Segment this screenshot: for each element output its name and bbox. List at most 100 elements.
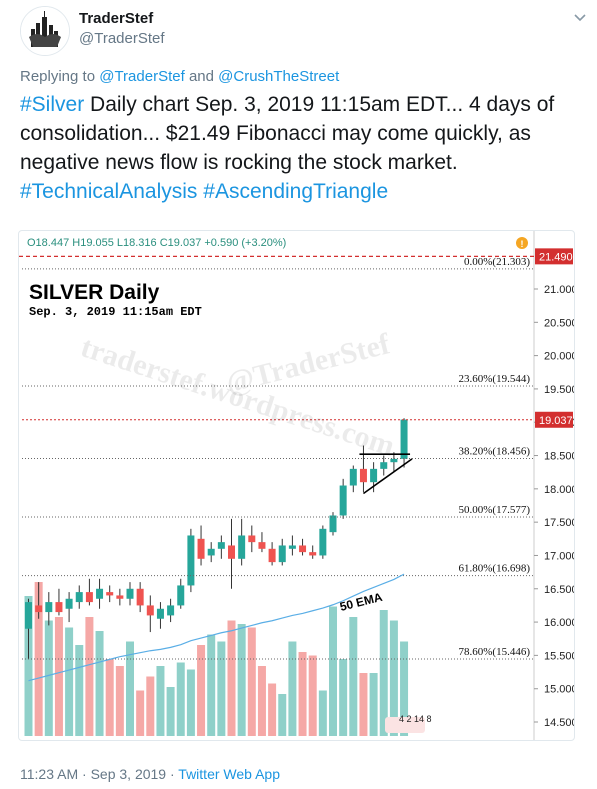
- candle-body: [319, 528, 327, 556]
- tweet-text: #Silver Daily chart Sep. 3, 2019 11:15am…: [20, 90, 585, 206]
- user-handle[interactable]: @TraderStef: [79, 30, 165, 47]
- volume-bar: [227, 620, 236, 736]
- volume-bar: [389, 620, 398, 736]
- candle-body: [329, 515, 337, 533]
- y-tick-label: 20.000: [544, 351, 574, 363]
- candle-body: [390, 458, 398, 463]
- volume-bar: [54, 617, 63, 736]
- triangle-support-line: [362, 458, 413, 495]
- volume-bar: [197, 645, 206, 736]
- candle-body: [146, 605, 154, 616]
- avatar-bull-icon: [21, 7, 69, 55]
- chevron-down-icon[interactable]: [570, 8, 590, 28]
- candle-body: [238, 535, 246, 559]
- y-tick-label: 18.000: [544, 484, 574, 496]
- volume-bar: [278, 694, 287, 736]
- reply-mention-traderstef[interactable]: @TraderStef: [99, 68, 185, 85]
- volume-bar: [85, 617, 94, 736]
- tweet-date[interactable]: Sep 3, 2019: [90, 766, 167, 782]
- tweet-source[interactable]: Twitter Web App: [178, 766, 280, 782]
- display-name[interactable]: TraderStef: [79, 10, 154, 27]
- y-tick-label: 21.000: [544, 284, 574, 296]
- ema-label: 50 EMA: [338, 590, 384, 614]
- volume-bar: [247, 627, 256, 736]
- candle-body: [248, 535, 256, 543]
- avatar[interactable]: [20, 6, 70, 56]
- candle-body: [55, 602, 63, 613]
- y-tick-label: 14.500: [544, 717, 574, 729]
- y-tick-label: 16.500: [544, 584, 574, 596]
- volume-bar: [24, 596, 33, 736]
- candle-body: [370, 468, 378, 483]
- tweet-time[interactable]: 11:23 AM: [20, 766, 79, 782]
- hashtag-ascendingtriangle[interactable]: #AscendingTriangle: [203, 180, 389, 203]
- volume-bar: [156, 666, 165, 736]
- fib-label: 61.80%(16.698): [459, 563, 531, 575]
- candle-body: [228, 545, 235, 559]
- candle-body: [85, 592, 93, 603]
- candle-body: [359, 468, 367, 483]
- event-flags-icon: [385, 717, 425, 733]
- volume-bar: [400, 641, 409, 736]
- volume-bar: [318, 690, 327, 736]
- silver-daily-chart: 0.00%(21.303) 23.60%(19.544) 38.20%(18.456…: [19, 231, 574, 740]
- candle-body: [217, 542, 225, 549]
- candle-body: [278, 545, 286, 563]
- candle-body: [96, 588, 104, 599]
- fib-label: 78.60%(15.446): [459, 646, 531, 658]
- hashtag-silver[interactable]: #Silver: [20, 93, 85, 116]
- volume-bar: [308, 655, 317, 736]
- y-tick-label: 19.500: [544, 384, 574, 396]
- meta-separator: ·: [166, 766, 179, 782]
- candle-body: [126, 588, 134, 599]
- volume-bar: [257, 666, 266, 736]
- target-price-badge: [535, 248, 573, 265]
- candle-body: [25, 602, 32, 629]
- candle-body: [258, 542, 266, 549]
- y-tick-label: 16.000: [544, 617, 574, 629]
- y-tick-label: 17.500: [544, 517, 574, 529]
- chart-image[interactable]: 0.00%(21.303) 23.60%(19.544) 38.20%(18.456…: [18, 230, 575, 741]
- y-tick-label: 15.500: [544, 650, 574, 662]
- fib-label: 50.00%(17.577): [459, 504, 531, 516]
- volume-bar: [298, 652, 307, 736]
- volume-bar: [105, 659, 114, 736]
- candle-body: [156, 608, 164, 619]
- y-tick-label: 17.000: [544, 550, 574, 562]
- volume-bar: [359, 673, 368, 736]
- volume-bar: [288, 641, 297, 736]
- volume-bar: [237, 624, 246, 736]
- y-tick-label: 18.500: [544, 451, 574, 463]
- candle-body: [106, 592, 114, 596]
- candle-body: [299, 545, 307, 553]
- volume-bar: [379, 610, 388, 736]
- candle-body: [339, 485, 347, 516]
- tweet-body: Daily chart Sep. 3, 2019 11:15am EDT... …: [20, 93, 555, 174]
- volume-bar: [95, 631, 104, 736]
- volume-bar: [339, 659, 348, 736]
- candle-body: [167, 605, 175, 616]
- current-price-badge: [535, 411, 573, 428]
- reply-prefix: Replying to: [20, 68, 96, 85]
- target-price-label: 21.490: [539, 251, 573, 263]
- volume-bar: [136, 690, 145, 736]
- volume-bar: [268, 683, 277, 736]
- alert-icon-glyph: !: [521, 239, 524, 249]
- volume-bar: [207, 634, 216, 736]
- candle-body: [288, 545, 296, 549]
- fib-label: 38.20%(18.456): [459, 445, 531, 457]
- volume-bar: [166, 687, 175, 736]
- y-tick-label: 20.500: [544, 317, 574, 329]
- candle-body: [187, 535, 195, 586]
- ema50-polyline: [28, 573, 405, 682]
- volume-bar: [217, 641, 226, 736]
- alert-icon: [516, 237, 528, 249]
- chart-title: SILVER Daily: [29, 281, 160, 304]
- reply-mention-crushthestreet[interactable]: @CrushTheStreet: [218, 68, 340, 85]
- fib-label: 23.60%(19.544): [459, 373, 531, 385]
- hashtag-technicalanalysis[interactable]: #TechnicalAnalysis: [20, 180, 198, 203]
- volume-bar: [126, 641, 134, 736]
- volume-bar: [329, 606, 337, 736]
- volume-bar: [115, 666, 124, 736]
- chart-subtitle: Sep. 3, 2019 11:15am EDT: [29, 305, 202, 319]
